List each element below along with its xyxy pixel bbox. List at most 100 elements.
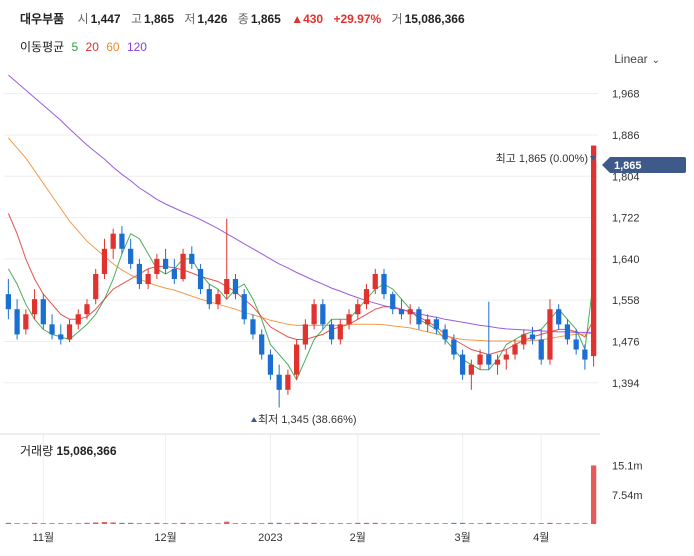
x-tick-label: 2월	[350, 531, 366, 544]
candle-body	[363, 289, 370, 305]
candle	[58, 324, 64, 345]
candle-body	[93, 273, 99, 300]
candle	[355, 299, 361, 320]
candle-body	[180, 253, 186, 280]
volume-bar	[49, 523, 55, 524]
x-tick-label: 3월	[454, 531, 470, 544]
price-summary: 대우부품 시 1,447 고 1,865 저 1,426 종 1,865 ▲430 +2…	[20, 10, 472, 27]
candle-body	[267, 354, 274, 375]
volume-bar	[285, 523, 291, 524]
candle-body	[294, 344, 300, 375]
candle-body	[328, 324, 335, 340]
candle	[145, 268, 151, 290]
ma-legend-20: 20	[85, 40, 99, 54]
candle	[250, 314, 256, 340]
volume-bar	[477, 523, 483, 524]
volume-bar	[5, 522, 11, 524]
candle-body	[512, 344, 518, 355]
candle	[136, 258, 143, 290]
volume-bars	[5, 465, 597, 524]
ma120-line	[8, 74, 594, 333]
candle	[84, 299, 90, 320]
ma60-line	[8, 137, 594, 342]
candle-body	[477, 354, 483, 365]
candle-body	[49, 324, 55, 335]
candle	[582, 344, 588, 370]
candle	[31, 289, 38, 320]
candle	[311, 299, 317, 330]
low-marker-icon	[251, 417, 257, 422]
volume-bar	[328, 523, 335, 524]
scale-dropdown-label: Linear	[614, 52, 648, 66]
volume-bar	[538, 523, 544, 524]
volume-bar	[547, 522, 553, 524]
candle	[337, 319, 343, 345]
volume-bar	[267, 522, 274, 524]
candle	[276, 364, 282, 408]
change-percent: +29.97%	[333, 12, 382, 26]
candle-body	[259, 334, 265, 355]
volume-bar	[381, 523, 387, 524]
volume-bar	[197, 523, 204, 524]
volume-panel-value: 15,086,366	[56, 444, 117, 458]
candle	[40, 294, 46, 330]
candle-body	[189, 253, 195, 264]
candle	[294, 339, 300, 380]
volume-bar	[521, 523, 527, 524]
candle	[529, 326, 536, 345]
volume-bar	[145, 523, 151, 524]
volume-bar	[320, 523, 326, 524]
candle	[512, 339, 518, 360]
candle-body	[31, 299, 38, 315]
candle-body	[320, 304, 326, 325]
candle-body	[119, 233, 125, 249]
volume-value: 15,086,366	[404, 12, 465, 26]
y-tick-label: 1,640	[612, 254, 640, 266]
candle	[119, 226, 125, 254]
volume-bar	[451, 522, 457, 524]
candle-body	[23, 314, 29, 330]
candle-body	[573, 339, 579, 350]
volume-bar	[259, 523, 265, 524]
volume-bar	[529, 523, 536, 524]
scale-dropdown[interactable]: Linear ⌄	[614, 52, 660, 66]
volume-bar	[425, 523, 431, 524]
candlestick-series	[5, 145, 597, 408]
volume-bar	[503, 523, 509, 524]
candle-body	[486, 354, 492, 365]
y-tick-label: 1,804	[612, 171, 640, 183]
high-marker-icon	[590, 156, 596, 161]
candle-body	[206, 289, 212, 305]
candle	[363, 284, 370, 310]
current-price-badge	[602, 157, 686, 173]
candle-body	[5, 294, 11, 310]
chevron-down-icon: ⌄	[651, 55, 660, 66]
candle-body	[398, 309, 405, 315]
volume-bar	[58, 523, 64, 524]
candle-body	[442, 329, 448, 340]
volume-panel-title: 거래량	[20, 444, 54, 458]
candle-body	[372, 273, 378, 290]
volume-bar	[206, 523, 212, 524]
y-tick-label: 1,394	[612, 378, 640, 390]
candle-body	[521, 334, 527, 345]
volume-bar	[390, 523, 396, 524]
ma-legend-60: 60	[106, 40, 120, 54]
volume-bar	[93, 522, 99, 524]
ma-legend-5: 5	[71, 40, 79, 54]
volume-bar	[416, 523, 422, 524]
candle	[556, 304, 562, 330]
candle-body	[459, 354, 466, 375]
candle-body	[311, 304, 317, 325]
candle-body	[84, 304, 90, 315]
volume-bar	[31, 522, 38, 524]
volume-bar	[136, 523, 143, 524]
volume-bar	[302, 522, 308, 524]
candle	[285, 369, 291, 395]
candle	[110, 228, 116, 259]
candle	[101, 238, 108, 280]
candle	[215, 289, 221, 310]
candle	[232, 273, 239, 300]
candle	[75, 309, 81, 330]
